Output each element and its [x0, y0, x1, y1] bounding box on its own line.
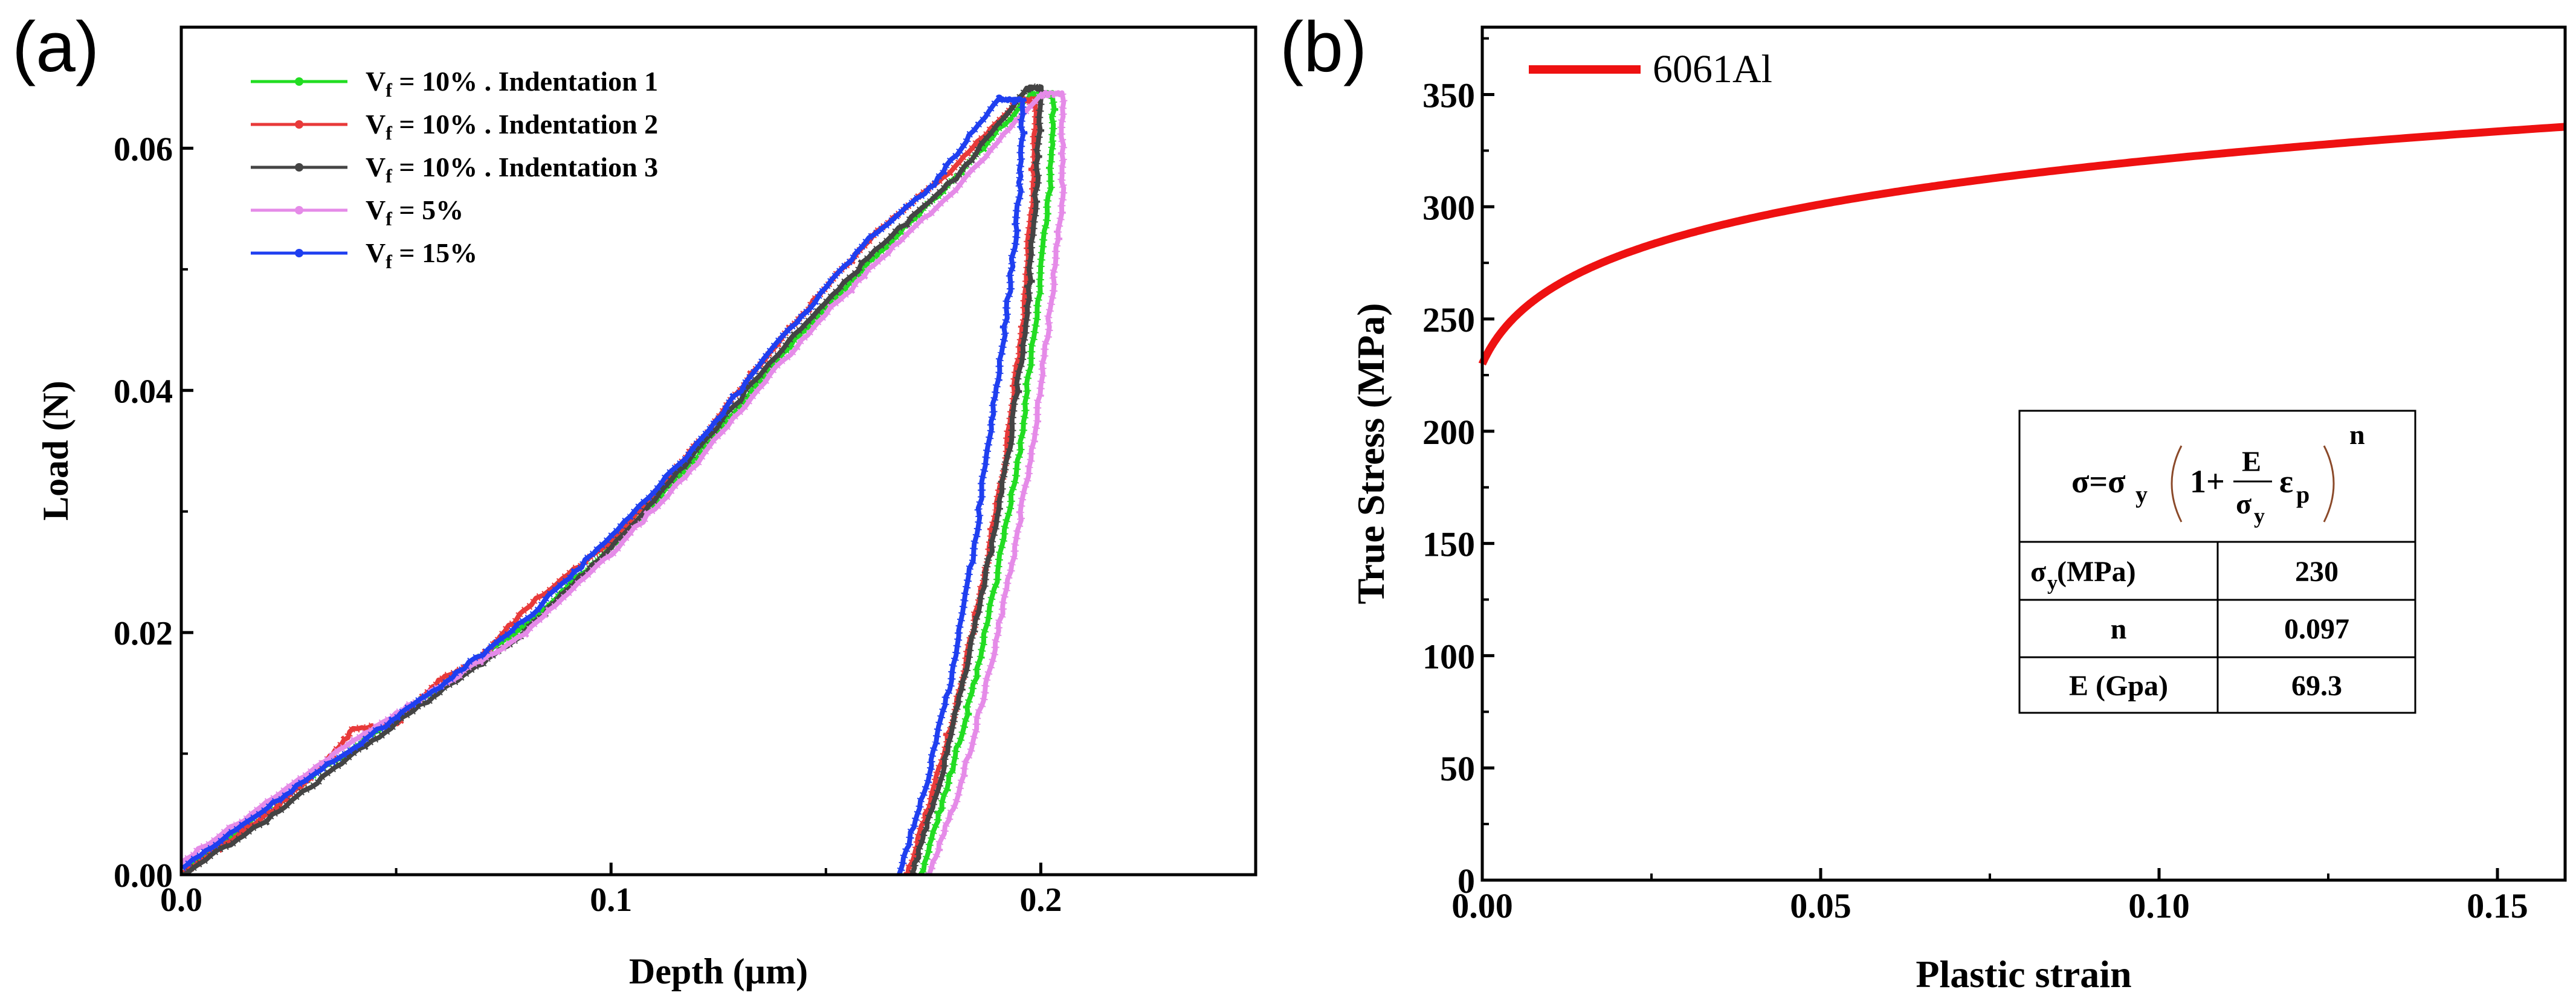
series-line-6061al [1478, 123, 2566, 368]
row-value: 230 [2295, 556, 2339, 588]
y-tick-label: 200 [1422, 413, 1475, 452]
x-tick-label: 0.0 [160, 881, 202, 919]
legend-label: Vf = 15% [366, 237, 477, 272]
series-line [181, 96, 1026, 875]
panel-a-legend: Vf = 10% . Indentation 1 Vf = 10% . Inden… [251, 66, 658, 272]
x-tick-label: 0.05 [1790, 886, 1851, 925]
formula-frac-den-sub: y [2254, 504, 2265, 528]
panel-a-frame [179, 25, 1257, 877]
legend-label: Vf = 5% [366, 195, 463, 230]
formula-left-paren [2171, 445, 2183, 523]
panel-a-plot-area [181, 83, 1068, 875]
table-row: σ y (MPa) 230 [2030, 556, 2339, 594]
row-label-main: σ [2030, 556, 2046, 588]
formula-one-plus: 1+ [2190, 463, 2225, 500]
y-tick-label: 350 [1422, 76, 1475, 115]
y-tick-label: 0.02 [114, 615, 173, 652]
row-label-main: E (Gpa) [2069, 670, 2168, 702]
y-tick-label: 0.06 [114, 130, 173, 168]
parameter-table: σ=σ y 1+ E σ y ε p n σ y (MPa) 230 [2018, 410, 2416, 714]
y-tick-label: 250 [1422, 300, 1475, 339]
formula-cell: σ=σ y 1+ E σ y ε p n [2071, 419, 2365, 528]
panel-b-legend-label: 6061Al [1653, 47, 1772, 91]
x-tick-label: 0.2 [1019, 881, 1062, 919]
y-tick-label: 0.00 [114, 857, 173, 895]
legend-label: Vf = 10% . Indentation 1 [366, 66, 658, 101]
formula-right-paren [2323, 445, 2335, 523]
panel-b-label: (b) [1280, 7, 1367, 87]
series-line-markers [181, 94, 1041, 875]
legend-marker [295, 120, 303, 129]
panel-a-x-axis: 0.0 0.1 0.2 [160, 863, 1062, 919]
x-tick-label: 0.00 [1451, 886, 1513, 925]
formula-sub-p: p [2296, 481, 2310, 508]
y-tick-label: 100 [1422, 637, 1475, 676]
legend-marker [295, 206, 303, 214]
formula-sigma-eq: σ=σ [2071, 463, 2126, 500]
panel-b-plot-area [1478, 123, 2566, 368]
formula-frac-den: σ [2236, 488, 2252, 520]
row-label-rest: (MPa) [2057, 556, 2136, 588]
row-value: 0.097 [2284, 613, 2349, 645]
x-tick-label: 0.1 [590, 881, 632, 919]
formula-sub-y: y [2135, 481, 2148, 508]
panel-b-x-axis: 0.00 0.05 0.10 0.15 [1451, 868, 2528, 925]
series-line [181, 96, 1039, 875]
table-row: E (Gpa) 69.3 [2069, 670, 2342, 702]
panel-a-x-label: Depth (µm) [629, 951, 808, 991]
panel-b-frame [1480, 25, 2567, 882]
row-value: 69.3 [2291, 670, 2342, 702]
panel-a: (a) 0.0 0.1 0.2 0.00 0.02 0.04 0.06 Depth (µm… [12, 7, 1257, 991]
legend-marker [295, 163, 303, 172]
panel-b: (b) 0.00 0.05 0.10 0.15 0 50 100 150 200 250 300 3… [1280, 7, 2567, 996]
y-tick-label: 0 [1457, 861, 1475, 901]
panel-b-x-label: Plastic strain [1916, 953, 2131, 996]
panel-b-y-axis: 0 50 100 150 200 250 300 350 [1422, 37, 1494, 901]
x-tick-label: 0.10 [2128, 886, 2190, 925]
formula-frac-num: E [2242, 446, 2261, 478]
y-tick-label: 0.04 [114, 373, 173, 410]
y-tick-label: 300 [1422, 188, 1475, 227]
legend-marker [295, 249, 303, 257]
row-label-sub: y [2047, 572, 2058, 594]
table-row: n 0.097 [2111, 613, 2349, 645]
panel-a-label: (a) [12, 7, 99, 87]
series-line [181, 84, 1044, 875]
panel-a-y-axis: 0.00 0.02 0.04 0.06 [114, 130, 193, 895]
row-label-main: n [2111, 613, 2127, 645]
legend-label: Vf = 10% . Indentation 2 [366, 109, 658, 144]
x-tick-label: 0.15 [2467, 886, 2528, 925]
panel-a-y-label: Load (N) [36, 381, 76, 521]
formula-exponent-n: n [2349, 419, 2365, 450]
y-tick-label: 150 [1422, 525, 1475, 564]
legend-label: Vf = 10% . Indentation 3 [366, 152, 658, 187]
formula-eps: ε [2279, 463, 2293, 500]
y-tick-label: 50 [1440, 749, 1475, 788]
panel-b-y-label: True Stress (MPa) [1349, 303, 1392, 605]
legend-marker [295, 77, 303, 86]
